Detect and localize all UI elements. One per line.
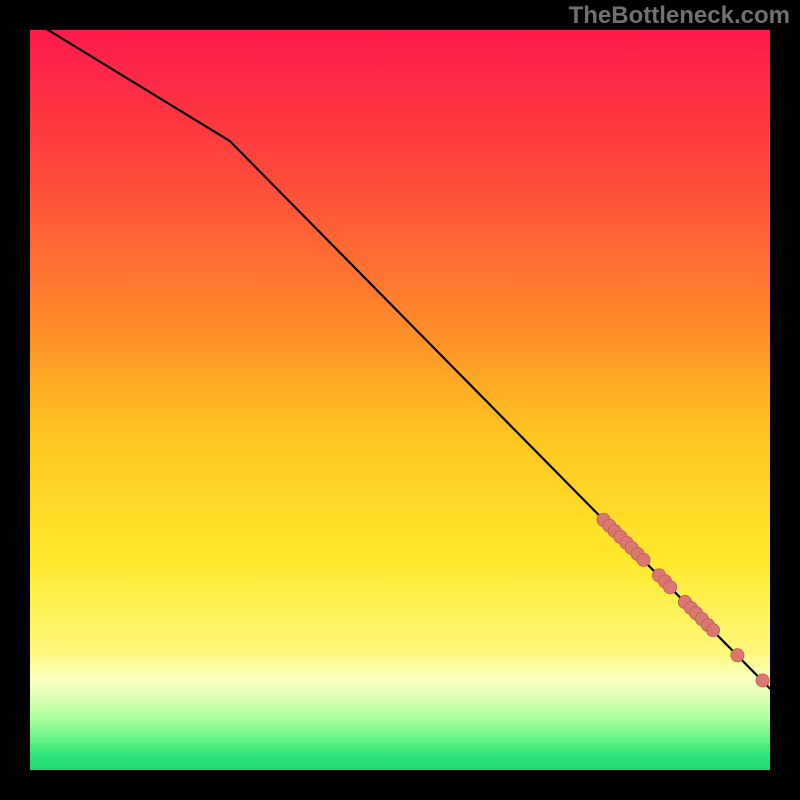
chart-svg: [0, 0, 800, 800]
data-marker: [637, 553, 650, 566]
data-marker: [756, 674, 769, 687]
watermark-text: TheBottleneck.com: [569, 2, 790, 30]
chart-frame: TheBottleneck.com: [0, 0, 800, 800]
data-marker: [731, 649, 744, 662]
data-marker: [707, 624, 720, 637]
chart-background-gradient: [30, 30, 770, 770]
data-marker: [664, 581, 677, 594]
